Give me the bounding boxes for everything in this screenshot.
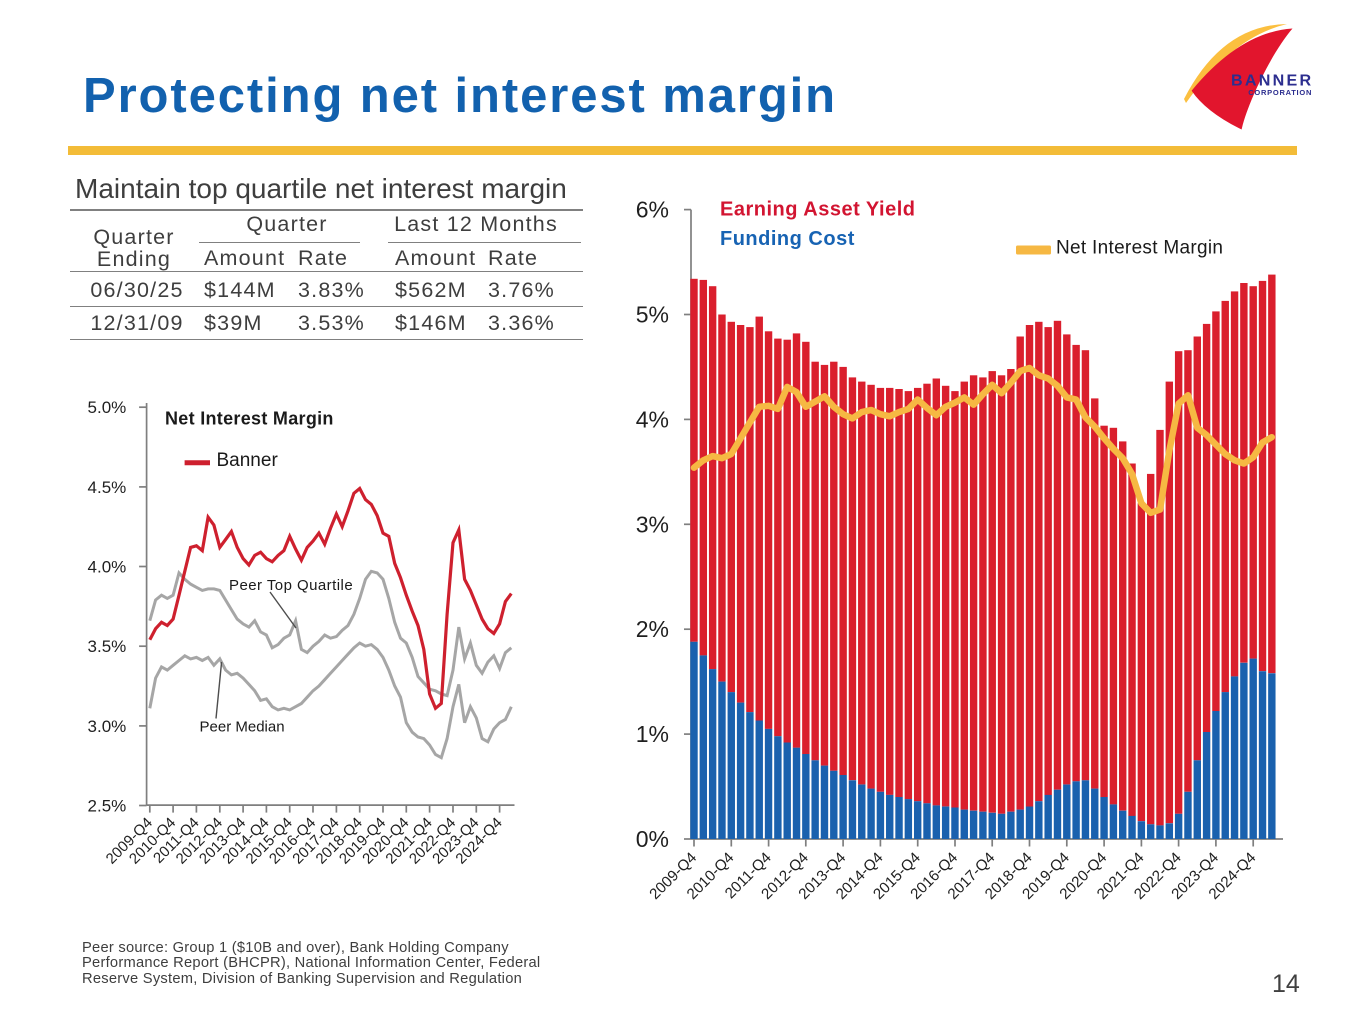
svg-text:3%: 3%	[636, 511, 669, 537]
svg-text:Banner: Banner	[217, 450, 279, 471]
svg-text:Funding Cost: Funding Cost	[720, 228, 855, 250]
svg-text:6%: 6%	[636, 197, 669, 223]
svg-text:4.0%: 4.0%	[88, 558, 127, 577]
svg-text:3.0%: 3.0%	[88, 717, 127, 736]
svg-text:Peer Top Quartile: Peer Top Quartile	[229, 577, 353, 594]
svg-text:5%: 5%	[636, 302, 669, 328]
svg-text:2%: 2%	[636, 616, 669, 642]
svg-text:5.0%: 5.0%	[88, 398, 127, 417]
svg-text:Peer Median: Peer Median	[200, 719, 285, 736]
svg-text:4.5%: 4.5%	[88, 478, 127, 497]
svg-text:1%: 1%	[636, 721, 669, 747]
svg-text:Earning Asset Yield: Earning Asset Yield	[720, 199, 916, 221]
svg-text:BANNER: BANNER	[1231, 71, 1313, 89]
svg-text:2.5%: 2.5%	[88, 797, 127, 816]
svg-text:0%: 0%	[636, 826, 669, 852]
svg-text:4%: 4%	[636, 406, 669, 432]
svg-text:Net Interest Margin: Net Interest Margin	[1056, 238, 1223, 259]
svg-text:Net Interest Margin: Net Interest Margin	[165, 409, 334, 429]
svg-text:CORPORATION: CORPORATION	[1248, 88, 1312, 97]
svg-text:3.5%: 3.5%	[88, 637, 127, 656]
